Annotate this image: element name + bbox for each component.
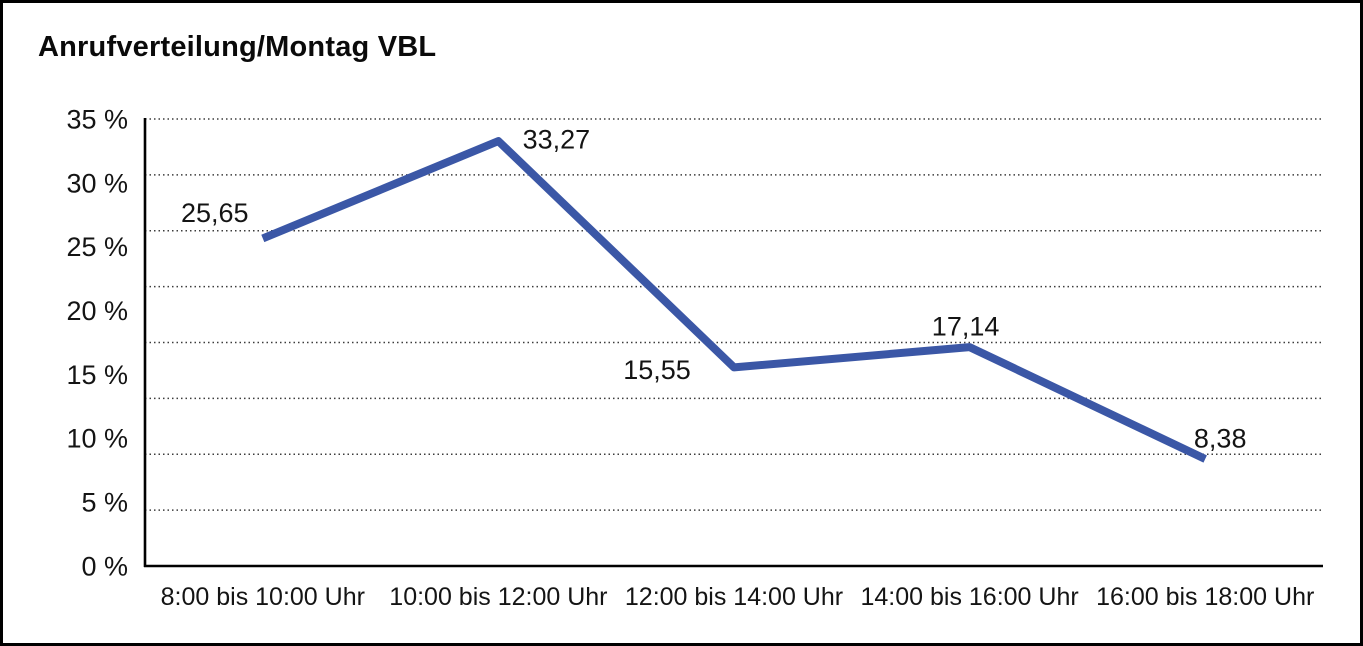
data-label: 8,38 bbox=[1194, 423, 1247, 453]
y-tick-label: 30 % bbox=[66, 168, 128, 198]
y-tick-label: 0 % bbox=[81, 551, 128, 581]
y-tick-label: 35 % bbox=[66, 104, 128, 134]
y-tick-label: 15 % bbox=[66, 360, 128, 390]
y-tick-label: 25 % bbox=[66, 232, 128, 262]
data-label: 25,65 bbox=[181, 198, 249, 228]
data-label: 33,27 bbox=[523, 125, 591, 155]
x-tick-label: 12:00 bis 14:00 Uhr bbox=[625, 583, 843, 611]
y-tick-label: 20 % bbox=[66, 296, 128, 326]
x-tick-label: 14:00 bis 16:00 Uhr bbox=[860, 583, 1078, 611]
data-label: 15,55 bbox=[623, 355, 691, 385]
y-tick-label: 10 % bbox=[66, 424, 128, 454]
line-chart: 35 % 30 % 25 % 20 % 15 % 10 % 5 % 0 % 8:00 bis 1… bbox=[66, 104, 1323, 611]
chart-title: Anrufverteilung/Montag VBL bbox=[38, 31, 437, 63]
x-tick-label: 8:00 bis 10:00 Uhr bbox=[161, 583, 365, 611]
data-line bbox=[261, 137, 1207, 463]
x-tick-label: 16:00 bis 18:00 Uhr bbox=[1096, 583, 1314, 611]
x-tick-label: 10:00 bis 12:00 Uhr bbox=[389, 583, 607, 611]
y-tick-label: 5 % bbox=[81, 488, 128, 518]
data-label: 17,14 bbox=[932, 312, 1000, 342]
